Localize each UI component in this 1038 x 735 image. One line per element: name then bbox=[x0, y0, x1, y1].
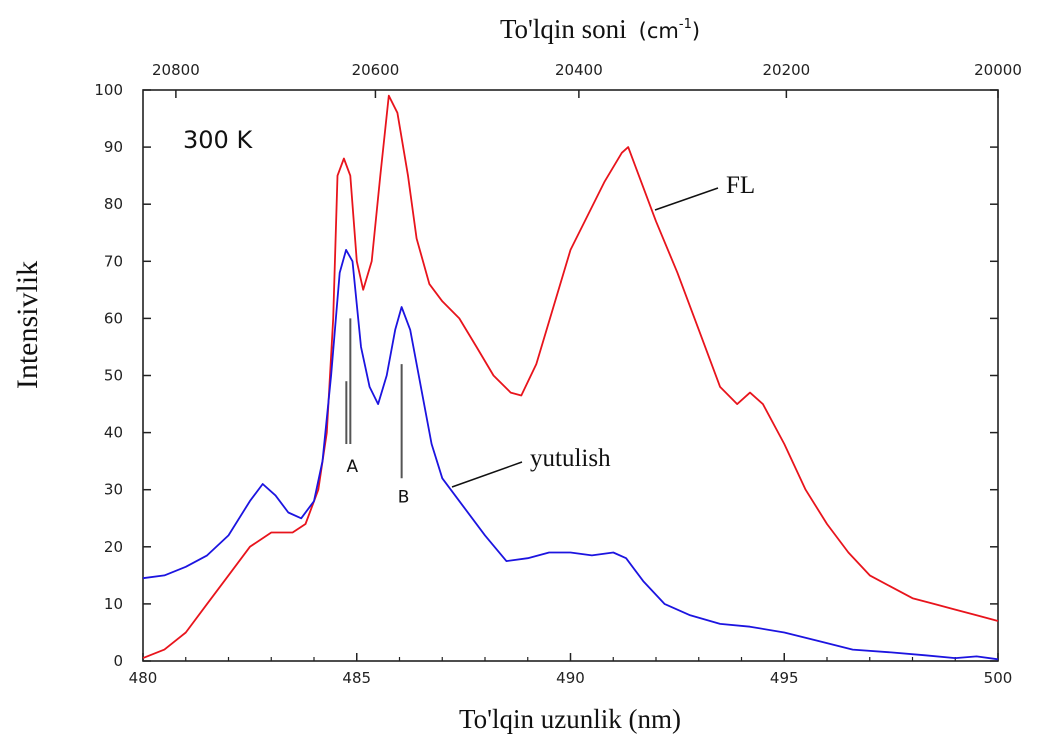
top-tick-label: 20800 bbox=[152, 61, 200, 79]
y-tick-label: 60 bbox=[104, 309, 123, 327]
top-tick-label: 20400 bbox=[555, 61, 603, 79]
y-tick-label: 40 bbox=[104, 424, 123, 442]
x-tick-label: 500 bbox=[984, 669, 1013, 687]
series-layer bbox=[142, 94, 999, 661]
y-tick-label: 50 bbox=[104, 367, 123, 385]
y-tick-label: 90 bbox=[104, 138, 123, 156]
y-tick-label: 80 bbox=[104, 195, 123, 213]
y-axis-ticks: 0 10 20 30 40 50 60 70 80 90 100 bbox=[94, 81, 998, 670]
x-tick-label: 480 bbox=[129, 669, 158, 687]
y-tick-label: 10 bbox=[104, 595, 123, 613]
y-tick-label: 70 bbox=[104, 252, 123, 270]
y-axis-label: Intensivlik bbox=[11, 261, 44, 389]
series-line-yutulish bbox=[142, 249, 999, 661]
series-line-fl bbox=[142, 94, 999, 659]
peak-a-label: A bbox=[347, 457, 359, 477]
series-fl-leader bbox=[654, 187, 719, 211]
top-tick-label: 20200 bbox=[763, 61, 811, 79]
series-fl-label: FL bbox=[726, 172, 755, 199]
y-tick-label: 20 bbox=[104, 538, 123, 556]
y-tick-label: 0 bbox=[113, 652, 123, 670]
y-tick-label: 100 bbox=[94, 81, 123, 99]
series-yutulish-label: yutulish bbox=[530, 445, 611, 472]
peak-b-label: B bbox=[398, 487, 410, 507]
x-axis-ticks: 480 485 490 495 500 bbox=[129, 653, 1013, 687]
top-tick-label: 20000 bbox=[974, 61, 1022, 79]
top-axis-ticks: 20800 20600 20400 20200 20000 bbox=[152, 61, 1022, 98]
series-yutulish-leader bbox=[451, 461, 523, 488]
top-axis-label: To'lqin soni (cm-1) bbox=[500, 14, 700, 44]
x-tick-label: 490 bbox=[556, 669, 585, 687]
temperature-annotation: 300 K bbox=[183, 126, 253, 154]
y-tick-label: 30 bbox=[104, 481, 123, 499]
x-tick-label: 485 bbox=[342, 669, 371, 687]
top-tick-label: 20600 bbox=[352, 61, 400, 79]
x-tick-label: 495 bbox=[770, 669, 799, 687]
x-axis-label: To'lqin uzunlik (nm) bbox=[459, 704, 681, 734]
annotations bbox=[345, 318, 403, 479]
